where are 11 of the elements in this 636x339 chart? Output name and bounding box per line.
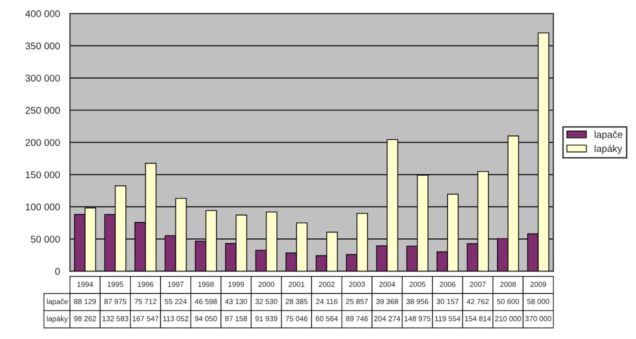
- y-tick-label: 150 000: [26, 171, 60, 178]
- y-tick-label: 50 000: [30, 236, 60, 243]
- y-tick-label: 300 000: [25, 74, 60, 82]
- y-tick-label: 250 000: [26, 106, 60, 114]
- y-tick-label: 350 000: [25, 42, 60, 50]
- legend-label: lapače: [594, 130, 622, 140]
- y-tick-label: 100 000: [26, 204, 60, 210]
- legend-label: lapáky: [594, 144, 622, 154]
- y-tick-label: 400 000: [25, 10, 60, 18]
- y-tick-label: 0: [55, 268, 60, 275]
- y-tick-label: 200 000: [26, 139, 60, 146]
